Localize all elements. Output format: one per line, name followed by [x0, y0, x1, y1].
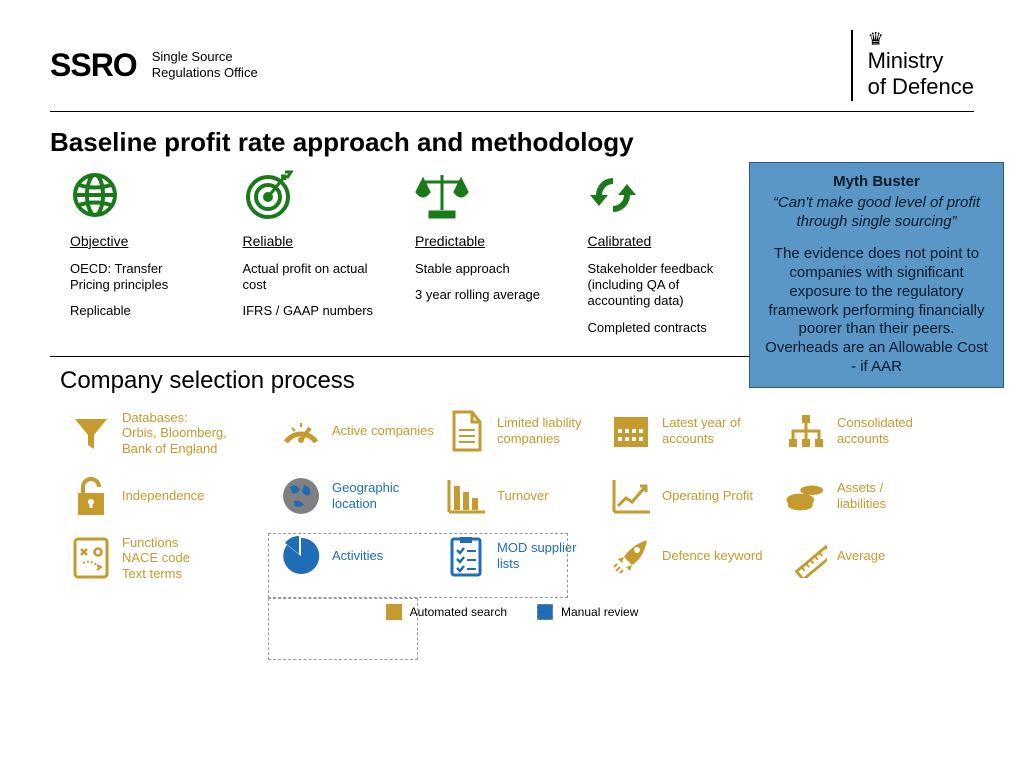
rocket-icon [610, 535, 652, 577]
trend-icon [610, 475, 652, 517]
pillar-calibrated: Calibrated Stakeholder feedback (includi… [588, 168, 721, 346]
pillar-predictable: Predictable Stable approach 3 year rolli… [415, 168, 548, 346]
cell-geographic: Geographic location [280, 475, 435, 517]
mod-text: Ministry of Defence [868, 48, 974, 101]
ssro-subtitle: Single Source Regulations Office [152, 49, 258, 83]
cell-label: Average [837, 548, 885, 564]
cell-databases: Databases: Orbis, Bloomberg, Bank of Eng… [70, 410, 270, 457]
cell-label: Databases: Orbis, Bloomberg, Bank of Eng… [122, 410, 227, 457]
pillar-objective: Objective OECD: Transfer Pricing princip… [70, 168, 203, 346]
scales-icon [415, 168, 548, 223]
myth-body-2: Overheads are an Allowable Cost - if AAR [762, 339, 991, 377]
cell-assets: Assets / liabilities [785, 475, 935, 517]
tactics-icon [70, 537, 112, 579]
cell-label: Latest year of accounts [662, 415, 775, 446]
cell-label: Turnover [497, 488, 549, 504]
cell-average: Average [785, 535, 935, 577]
cell-consolidated: Consolidated accounts [785, 410, 935, 452]
hierarchy-icon [785, 410, 827, 452]
cell-label: Functions NACE code Text terms [122, 535, 190, 582]
cell-independence: Independence [70, 475, 270, 517]
dashed-box-2 [268, 598, 418, 660]
myth-buster-panel: Myth Buster “Can't make good level of pr… [749, 162, 1004, 388]
pillars: Objective OECD: Transfer Pricing princip… [0, 168, 720, 356]
earth-icon [280, 475, 322, 517]
cell-label: Independence [122, 488, 204, 504]
funnel-icon [70, 412, 112, 454]
cell-label: Defence keyword [662, 548, 762, 564]
mod-logo: ♛ Ministry of Defence [851, 30, 974, 101]
myth-body-1: The evidence does not point to companies… [762, 245, 991, 339]
refresh-icon [588, 168, 721, 223]
myth-quote: “Can't make good level of profit through… [762, 194, 991, 232]
cell-operating: Operating Profit [610, 475, 775, 517]
page-title: Baseline profit rate approach and method… [0, 112, 1024, 168]
target-icon [243, 168, 376, 223]
cell-label: Assets / liabilities [837, 480, 935, 511]
unlock-icon [70, 475, 112, 517]
cell-label: Consolidated accounts [837, 415, 935, 446]
crown-icon: ♛ [868, 30, 974, 48]
pillar-reliable: Reliable Actual profit on actual cost IF… [243, 168, 376, 346]
grid-row-2: Independence Geographic location Turnove… [70, 475, 974, 517]
cell-limited: Limited liability companies [445, 410, 600, 452]
cell-label: Limited liability companies [497, 415, 600, 446]
cell-defence: Defence keyword [610, 535, 775, 577]
cell-latest: Latest year of accounts [610, 410, 775, 452]
myth-title: Myth Buster [762, 173, 991, 192]
header: SSRO Single Source Regulations Office ♛ … [0, 0, 1024, 111]
gauge-icon [280, 410, 322, 452]
cell-active: Active companies [280, 410, 435, 452]
cell-functions: Functions NACE code Text terms [70, 535, 270, 582]
ssro-wordmark: SSRO [50, 47, 137, 84]
ssro-logo: SSRO Single Source Regulations Office [50, 47, 258, 84]
dashed-box-1 [268, 533, 568, 598]
coins-icon [785, 475, 827, 517]
globe-icon [70, 168, 203, 223]
cell-label: Geographic location [332, 480, 435, 511]
legend: Automated search Manual review [0, 599, 1024, 620]
legend-manual: Manual review [537, 604, 638, 620]
bars-icon [445, 475, 487, 517]
legend-swatch-blue [537, 604, 553, 620]
ruler-icon [785, 535, 827, 577]
cell-label: Operating Profit [662, 488, 753, 504]
calendar-icon [610, 410, 652, 452]
cell-label: Active companies [332, 423, 434, 439]
grid-row-1: Databases: Orbis, Bloomberg, Bank of Eng… [70, 410, 974, 457]
document-icon [445, 410, 487, 452]
cell-turnover: Turnover [445, 475, 600, 517]
